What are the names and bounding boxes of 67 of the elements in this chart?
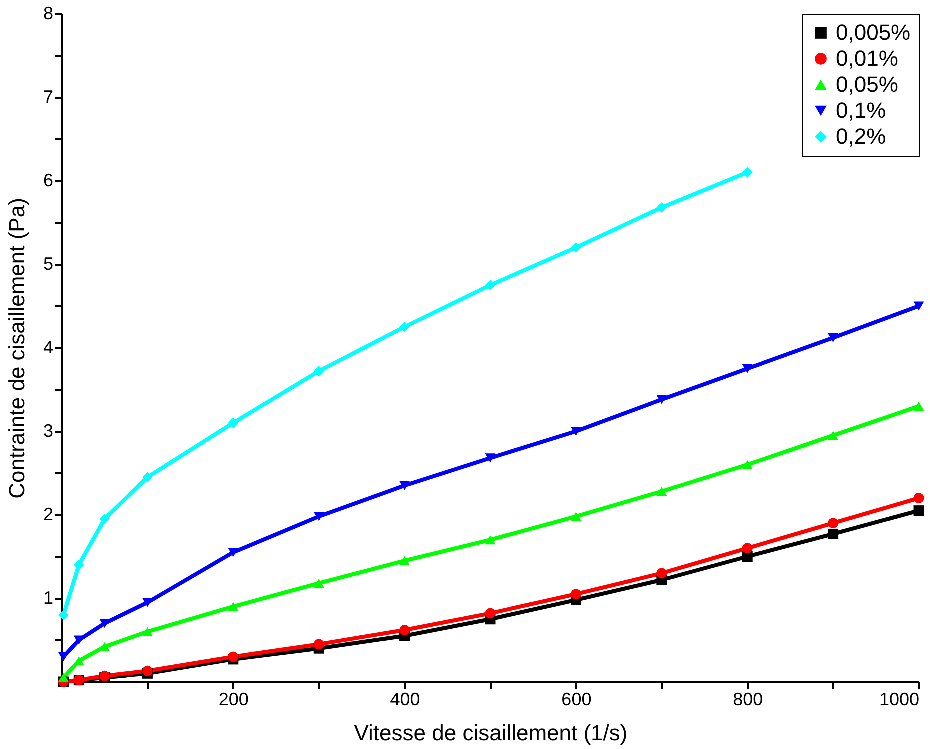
point: [142, 666, 153, 676]
point: [485, 608, 496, 619]
point: [100, 619, 110, 628]
point: [656, 202, 668, 213]
point: [228, 418, 239, 428]
point: [142, 472, 153, 483]
point: [656, 487, 668, 496]
legend-label: 0,01%: [836, 46, 898, 71]
point: [742, 364, 753, 374]
point: [228, 602, 239, 612]
point: [828, 333, 839, 343]
point: [314, 578, 324, 588]
x-tick-label: 600: [562, 690, 592, 710]
point: [742, 460, 753, 470]
x-tick-label: 200: [218, 690, 249, 710]
y-tick-label: 3: [43, 421, 54, 441]
point: [570, 242, 582, 254]
y-tick-label: 4: [43, 338, 54, 358]
point: [656, 395, 668, 404]
y-tick-label: 1: [43, 588, 54, 608]
point: [828, 518, 839, 529]
x-tick-label: 800: [733, 690, 764, 710]
point: [828, 528, 839, 540]
point: [914, 493, 924, 504]
point: [74, 636, 84, 645]
point: [742, 167, 753, 178]
y-tick-label: 6: [43, 170, 54, 190]
point: [228, 652, 239, 662]
y-tick-label: 8: [43, 4, 54, 24]
point: [58, 610, 69, 620]
legend-label: 0,2%: [836, 124, 886, 149]
point: [485, 536, 496, 545]
point: [570, 426, 582, 436]
point: [142, 627, 153, 636]
point: [314, 639, 324, 650]
point: [100, 642, 110, 652]
point: [74, 560, 84, 570]
point: [228, 548, 239, 558]
point: [400, 481, 410, 490]
point: [100, 514, 110, 524]
point: [656, 568, 668, 579]
y-tick-label: 2: [43, 504, 54, 524]
point: [742, 543, 753, 554]
x-tick-label: 400: [390, 690, 420, 710]
x-axis-title: Vitesse de cisaillement (1/s): [354, 720, 628, 746]
x-tick-label: 1000: [879, 690, 920, 710]
point: [314, 366, 324, 377]
y-axis-title: Contrainte de cisaillement (Pa): [4, 198, 30, 499]
legend-label: 0,1%: [836, 98, 886, 123]
point: [914, 506, 924, 516]
point: [400, 624, 410, 636]
point: [828, 431, 839, 440]
y-tick-label: 7: [43, 87, 54, 107]
point: [58, 673, 69, 682]
point: [400, 322, 410, 332]
point: [485, 454, 496, 463]
point: [485, 280, 496, 291]
point: [914, 402, 924, 411]
point: [570, 589, 582, 600]
point: [570, 512, 582, 522]
legend-label: 0,05%: [836, 72, 898, 97]
point: [314, 512, 324, 522]
point: [142, 598, 153, 608]
y-tick-label: 5: [43, 254, 54, 274]
legend-label: 0,005%: [836, 20, 911, 45]
point: [400, 556, 410, 566]
point: [914, 302, 924, 311]
